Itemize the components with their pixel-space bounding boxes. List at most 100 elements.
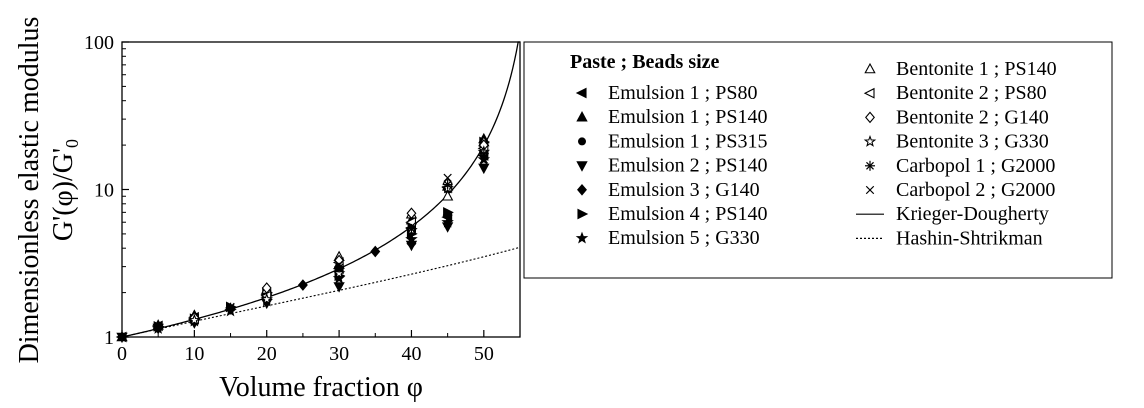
data-point	[370, 245, 381, 258]
legend-entry: Hashin-Shtrikman	[856, 227, 1043, 249]
legend-label: Hashin-Shtrikman	[896, 227, 1043, 249]
legend-label: Krieger-Dougherty	[896, 203, 1049, 225]
data-points	[115, 132, 491, 344]
x-tick-label: 50	[474, 343, 494, 365]
legend-label: Carbopol 1 ; G2000	[896, 155, 1055, 177]
data-point	[116, 332, 128, 344]
legend-entry: Bentonite 2 ; G140	[865, 106, 1049, 128]
legend-entry: Emulsion 4 ; PS140	[577, 203, 767, 225]
legend-entry: Carbopol 2 ; G2000	[865, 179, 1055, 201]
series-4	[116, 163, 490, 344]
data-point	[443, 206, 454, 218]
x-tick-label: 0	[117, 343, 127, 365]
legend-label: Emulsion 4 ; PS140	[608, 203, 767, 225]
legend-label: Bentonite 2 ; G140	[896, 106, 1049, 128]
legend-marker	[865, 111, 875, 124]
data-point	[333, 282, 345, 293]
legend-entry: Bentonite 1 ; PS140	[864, 58, 1057, 80]
series-5	[153, 145, 489, 334]
data-point	[406, 223, 417, 234]
y-axis-title-line1: Dimensionless elastic modulus	[14, 17, 45, 364]
data-point	[478, 148, 489, 159]
data-point	[334, 260, 344, 269]
x-axis: 0 10 20 30 40 50	[117, 330, 494, 365]
legend-marker	[575, 87, 587, 99]
series-8	[188, 135, 490, 321]
series-9	[188, 142, 489, 325]
x-tick-label: 40	[401, 343, 421, 365]
legend-label: Bentonite 2 ; PS80	[896, 82, 1047, 104]
data-point	[479, 155, 488, 164]
data-point	[226, 302, 235, 312]
x-tick-label: 10	[184, 343, 204, 365]
legend-label: Emulsion 3 ; G140	[608, 179, 760, 201]
y-tick-label: 10	[94, 180, 114, 202]
series-3	[118, 144, 488, 341]
series-2	[116, 132, 490, 342]
legend-box	[523, 41, 1113, 279]
legend-marker	[577, 183, 587, 196]
data-point	[405, 232, 418, 245]
legend-marker	[575, 231, 589, 244]
series-11	[188, 145, 491, 326]
curve-krieger-dougherty	[121, 41, 520, 338]
legend-marker	[864, 62, 876, 74]
legend-entry: Emulsion 1 ; PS315	[578, 130, 767, 152]
x-axis-title: Volume fraction φ	[219, 372, 423, 403]
legend-entry: Carbopol 1 ; G2000	[865, 155, 1055, 177]
legend-entry: Emulsion 2 ; PS140	[576, 155, 767, 177]
legend-entry: Krieger-Dougherty	[856, 203, 1049, 225]
series-1	[115, 150, 489, 343]
legend-label: Bentonite 1 ; PS140	[896, 58, 1057, 80]
y-tick-label: 1	[104, 327, 114, 349]
series-6	[153, 136, 491, 332]
legend-label: Emulsion 1 ; PS80	[608, 82, 757, 104]
x-tick-label: 30	[329, 343, 349, 365]
legend-label: Emulsion 2 ; PS140	[608, 155, 767, 177]
legend-marker	[576, 161, 588, 172]
series-10	[189, 139, 489, 324]
series-13	[226, 155, 488, 312]
legend-marker	[865, 160, 875, 171]
y-axis: 1 10 100	[84, 32, 129, 349]
legend-entry: Bentonite 3 ; G330	[863, 131, 1049, 153]
legend-label: Carbopol 2 ; G2000	[896, 179, 1055, 201]
x-tick-label: 20	[257, 343, 277, 365]
plot-area: 0 10 20 30 40 50 1 10 100	[84, 32, 521, 365]
data-point	[332, 266, 346, 279]
data-point	[441, 215, 454, 228]
plot-frame	[121, 41, 521, 338]
data-point	[297, 279, 308, 291]
curve-hashin-shtrikman	[121, 246, 521, 338]
legend-marker	[863, 87, 875, 99]
model-curves	[121, 41, 521, 338]
data-point	[441, 190, 454, 201]
series-7	[151, 152, 491, 334]
legend-marker	[863, 135, 877, 147]
data-point	[406, 207, 417, 220]
y-tick-label: 100	[84, 32, 114, 54]
data-point	[188, 313, 201, 326]
data-point	[407, 222, 416, 231]
legend-marker	[576, 111, 588, 122]
legend-marker	[577, 208, 589, 220]
legend-entry: Emulsion 3 ; G140	[577, 179, 760, 201]
legend-header: Paste ; Beads size	[570, 51, 720, 73]
data-point	[478, 163, 490, 175]
y-axis-title: Dimensionless elastic modulus G'(φ)/G'0	[14, 17, 82, 364]
legend-label: Emulsion 1 ; PS315	[608, 130, 767, 152]
data-point	[260, 292, 273, 305]
legend-entry: Emulsion 5 ; G330	[575, 227, 760, 249]
legend-marker	[865, 185, 875, 195]
legend-marker	[578, 137, 586, 146]
legend-label: Emulsion 1 ; PS140	[608, 106, 767, 128]
legend-entry: Emulsion 1 ; PS140	[576, 106, 767, 128]
data-point	[442, 179, 453, 190]
y-axis-title-line2: G'(φ)/G'0	[48, 139, 82, 241]
legend-label: Bentonite 3 ; G330	[896, 131, 1049, 153]
data-point	[151, 322, 165, 334]
legend-entry: Emulsion 1 ; PS80	[575, 82, 757, 104]
legend-entry: Bentonite 2 ; PS80	[863, 82, 1047, 104]
legend: Paste ; Beads size Emulsion 1 ; PS80Emul…	[523, 41, 1113, 279]
